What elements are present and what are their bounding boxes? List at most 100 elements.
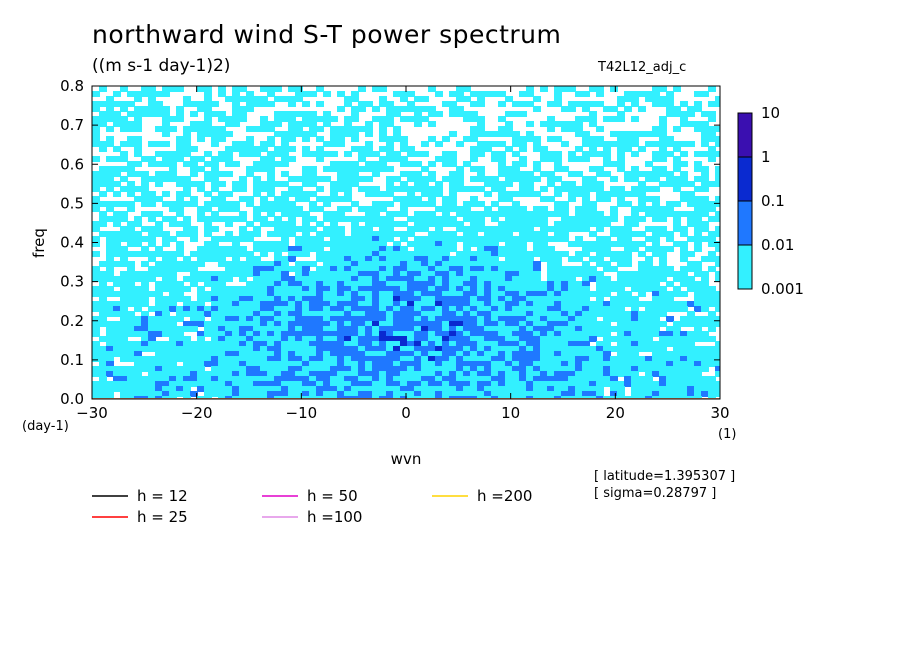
field-cell: [281, 211, 289, 217]
field-cell: [190, 281, 198, 287]
field-cell: [92, 226, 100, 232]
field-cell: [526, 211, 534, 217]
field-cell: [617, 141, 625, 147]
field-cell: [680, 276, 688, 282]
field-cell: [575, 331, 583, 337]
field-cell: [407, 161, 415, 167]
field-cell: [141, 341, 149, 347]
field-cell: [631, 376, 639, 382]
field-cell: [323, 301, 331, 307]
field-cell: [260, 276, 268, 282]
field-cell: [295, 386, 303, 392]
field-cell: [421, 371, 429, 377]
field-cell: [491, 261, 499, 267]
field-cell: [134, 251, 142, 257]
field-cell: [694, 241, 702, 247]
field-cell: [239, 291, 247, 297]
field-cell: [652, 241, 660, 247]
field-cell: [428, 261, 436, 267]
field-cell: [687, 356, 695, 362]
field-cell: [498, 151, 506, 157]
field-cell: [582, 246, 590, 252]
field-cell: [575, 156, 583, 162]
field-cell: [659, 336, 667, 342]
field-cell: [680, 391, 688, 397]
field-cell: [337, 251, 345, 257]
field-cell: [120, 86, 128, 92]
field-cell: [337, 231, 345, 237]
field-cell: [155, 366, 163, 372]
field-cell: [162, 356, 170, 362]
field-cell: [589, 121, 597, 127]
field-cell: [372, 376, 380, 382]
field-cell: [337, 126, 345, 132]
field-cell: [386, 111, 394, 117]
field-cell: [638, 366, 646, 372]
field-cell: [694, 201, 702, 207]
field-cell: [148, 376, 156, 382]
field-cell: [400, 306, 408, 312]
field-cell: [337, 181, 345, 187]
field-cell: [624, 236, 632, 242]
field-cell: [253, 216, 261, 222]
field-cell: [505, 241, 513, 247]
field-cell: [344, 176, 352, 182]
field-cell: [344, 296, 352, 302]
field-cell: [155, 91, 163, 97]
field-cell: [449, 331, 457, 337]
field-cell: [302, 181, 310, 187]
field-cell: [610, 376, 618, 382]
field-cell: [526, 331, 534, 337]
field-cell: [645, 131, 653, 137]
field-cell: [561, 181, 569, 187]
field-cell: [687, 366, 695, 372]
field-cell: [176, 386, 184, 392]
field-cell: [652, 251, 660, 257]
field-cell: [134, 346, 142, 352]
field-cell: [106, 141, 114, 147]
field-cell: [267, 161, 275, 167]
field-cell: [260, 321, 268, 327]
field-cell: [99, 166, 107, 172]
field-cell: [526, 276, 534, 282]
field-cell: [610, 356, 618, 362]
field-cell: [92, 241, 100, 247]
field-cell: [330, 266, 338, 272]
field-cell: [120, 176, 128, 182]
field-cell: [330, 136, 338, 142]
field-cell: [176, 376, 184, 382]
field-cell: [561, 396, 569, 399]
field-cell: [477, 96, 485, 102]
field-cell: [652, 326, 660, 332]
field-cell: [288, 376, 296, 382]
field-cell: [505, 236, 513, 242]
field-cell: [491, 281, 499, 287]
field-cell: [155, 326, 163, 332]
field-cell: [302, 116, 310, 122]
field-cell: [652, 296, 660, 302]
field-cell: [428, 121, 436, 127]
field-cell: [680, 196, 688, 202]
field-cell: [127, 356, 135, 362]
field-cell: [470, 331, 478, 337]
field-cell: [197, 166, 205, 172]
field-cell: [225, 391, 233, 397]
field-cell: [708, 206, 716, 212]
field-cell: [575, 396, 583, 399]
field-cell: [589, 356, 597, 362]
field-cell: [358, 251, 366, 257]
field-cell: [533, 136, 541, 142]
field-cell: [428, 86, 436, 92]
field-cell: [92, 201, 100, 207]
field-cell: [400, 366, 408, 372]
field-cell: [351, 281, 359, 287]
field-cell: [547, 126, 555, 132]
field-cell: [134, 91, 142, 97]
field-cell: [267, 141, 275, 147]
field-cell: [393, 136, 401, 142]
field-cell: [288, 86, 296, 92]
field-cell: [358, 326, 366, 332]
field-cell: [554, 306, 562, 312]
field-cell: [400, 381, 408, 387]
field-cell: [547, 251, 555, 257]
